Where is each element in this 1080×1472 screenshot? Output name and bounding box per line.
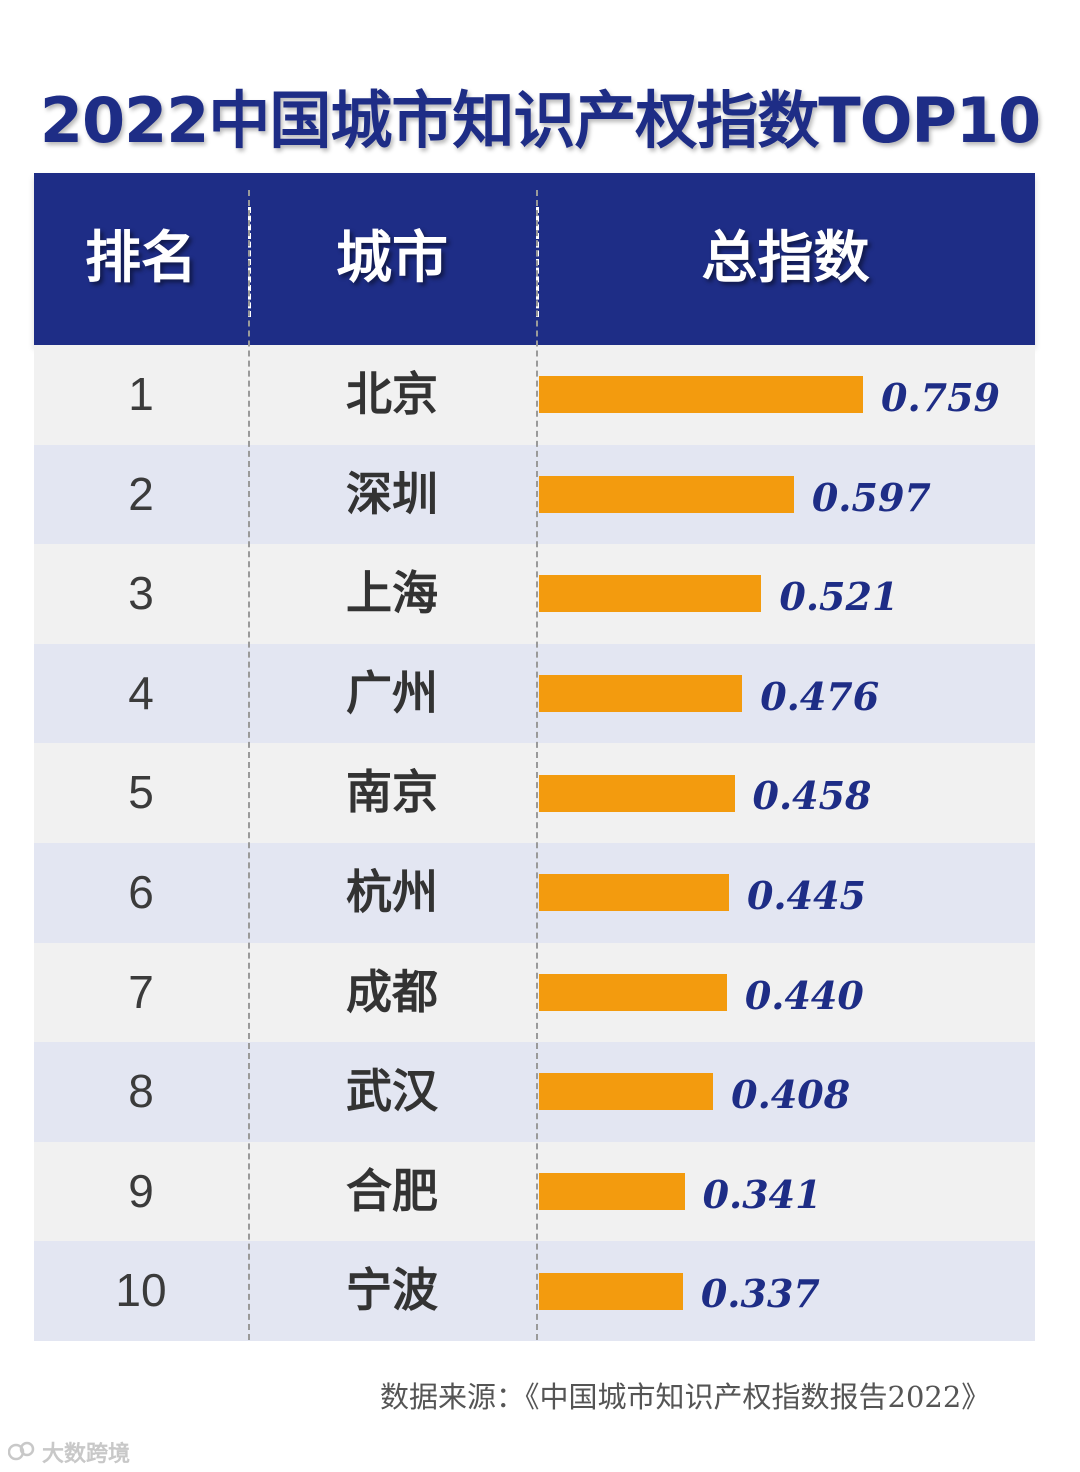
index-bar	[539, 376, 863, 414]
index-bar	[539, 1272, 683, 1310]
rank-label: 6	[128, 866, 154, 918]
index-bar	[539, 675, 743, 713]
rank-label: 2	[128, 467, 154, 520]
table-row: 7 成都 0.440	[34, 942, 1035, 1043]
table-row: 10 宁波 0.337	[34, 1241, 1035, 1341]
city-label: 南京	[346, 765, 438, 820]
value-label: 0.476	[760, 673, 880, 719]
city-label: 成都	[346, 964, 438, 1019]
table-row: 6 杭州 0.445	[34, 843, 1035, 943]
column-divider	[248, 190, 250, 1340]
rank-label: 10	[115, 1264, 167, 1317]
table-body: 1 北京 0.759 2 深圳 0.597 3 上海 0.521 4 广州 0.476 5 南京 0.458…	[34, 345, 1035, 1341]
city-label: 合肥	[346, 1163, 438, 1218]
city-label: 武汉	[346, 1064, 438, 1119]
column-divider	[536, 190, 538, 1340]
value-label: 0.458	[752, 773, 872, 819]
city-label: 宁波	[346, 1263, 438, 1318]
city-label: 上海	[346, 566, 438, 621]
ranking-table: 排名 城市 总指数 1 北京 0.759 2 深圳 0.597 3 上海 0.521 4 广州 0.4…	[34, 173, 1035, 1341]
table-row: 3 上海 0.521	[34, 544, 1035, 644]
rank-label: 3	[128, 567, 154, 620]
brand-logo-icon	[7, 1440, 36, 1470]
city-label: 北京	[346, 367, 438, 421]
data-source: 数据来源：《中国城市知识产权指数报告2022》	[380, 1380, 991, 1414]
index-bar	[539, 973, 727, 1011]
table-row: 9 合肥 0.341	[34, 1141, 1035, 1242]
header-index: 总指数	[701, 226, 870, 291]
value-label: 0.759	[881, 375, 1000, 420]
header-rank: 排名	[85, 226, 197, 291]
rank-label: 1	[128, 368, 154, 420]
page-title: 2022中国城市知识产权指数TOP10	[39, 84, 1041, 157]
table-row: 2 深圳 0.597	[34, 444, 1035, 545]
value-label: 0.445	[746, 873, 866, 918]
table-header: 排名 城市 总指数	[34, 173, 1035, 345]
rank-label: 5	[128, 766, 154, 819]
rank-label: 4	[128, 666, 154, 719]
index-bar	[539, 475, 794, 513]
rank-label: 8	[128, 1065, 154, 1118]
value-label: 0.521	[779, 574, 899, 620]
rank-label: 7	[128, 965, 154, 1018]
watermark: 大数跨境	[7, 1436, 131, 1467]
index-bar	[539, 1173, 685, 1211]
city-label: 深圳	[346, 466, 438, 521]
index-bar	[539, 575, 762, 613]
index-bar	[539, 1073, 714, 1111]
value-label: 0.337	[700, 1271, 820, 1317]
value-label: 0.408	[731, 1072, 851, 1118]
watermark-text: 大数跨境	[42, 1442, 131, 1467]
table-row: 5 南京 0.458	[34, 743, 1035, 843]
header-city: 城市	[336, 226, 448, 291]
value-label: 0.597	[811, 474, 931, 520]
table-row: 1 北京 0.759	[34, 345, 1035, 445]
table-row: 4 广州 0.476	[34, 643, 1035, 744]
value-label: 0.440	[744, 972, 864, 1018]
table-row: 8 武汉 0.408	[34, 1042, 1035, 1142]
city-label: 杭州	[346, 865, 438, 919]
city-label: 广州	[346, 665, 438, 720]
index-bar	[539, 774, 735, 812]
rank-label: 9	[128, 1164, 154, 1217]
value-label: 0.341	[702, 1171, 822, 1217]
index-bar	[539, 874, 729, 912]
